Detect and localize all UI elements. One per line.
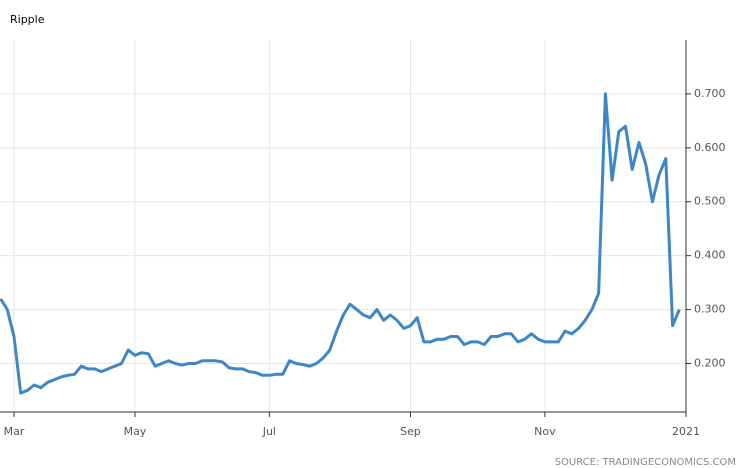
y-tick-label: 0.400 xyxy=(694,249,726,262)
x-tick-label: Mar xyxy=(4,425,25,438)
x-tick-label: Nov xyxy=(534,425,556,438)
chart-title: Ripple xyxy=(10,13,45,26)
source: SOURCE: TRADINGECONOMICS.COM xyxy=(555,457,736,468)
y-tick-label: 0.700 xyxy=(694,87,726,100)
line xyxy=(0,92,681,395)
x-tick-label: Sep xyxy=(400,425,421,438)
x-tick-label: Jul xyxy=(262,425,276,438)
y-tick-label: 0.600 xyxy=(694,141,726,154)
x-tick-label: May xyxy=(124,425,147,438)
y-tick-label: 0.300 xyxy=(694,303,726,316)
x-tick-label: 2021 xyxy=(672,425,700,438)
y-tick-label: 0.200 xyxy=(694,356,726,369)
y-tick-label: 0.500 xyxy=(694,195,726,208)
